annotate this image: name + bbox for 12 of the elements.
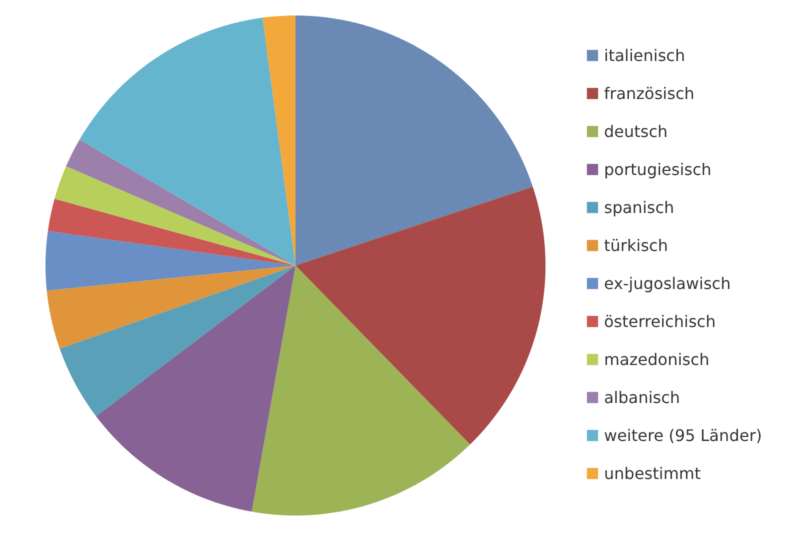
legend-label: weitere (95 Länder) — [604, 424, 762, 446]
legend-label: albanisch — [604, 386, 680, 408]
legend-label: französisch — [604, 82, 694, 104]
legend-label: mazedonisch — [604, 348, 710, 370]
legend-label: italienisch — [604, 44, 686, 66]
legend-label: unbestimmt — [604, 462, 701, 484]
legend-label: deutsch — [604, 120, 668, 142]
legend-label: ex-jugoslawisch — [604, 272, 731, 294]
legend-label: österreichisch — [604, 310, 716, 332]
legend-label: türkisch — [604, 234, 668, 256]
legend-label: spanisch — [604, 196, 674, 218]
legend-label: portugiesisch — [604, 158, 712, 180]
